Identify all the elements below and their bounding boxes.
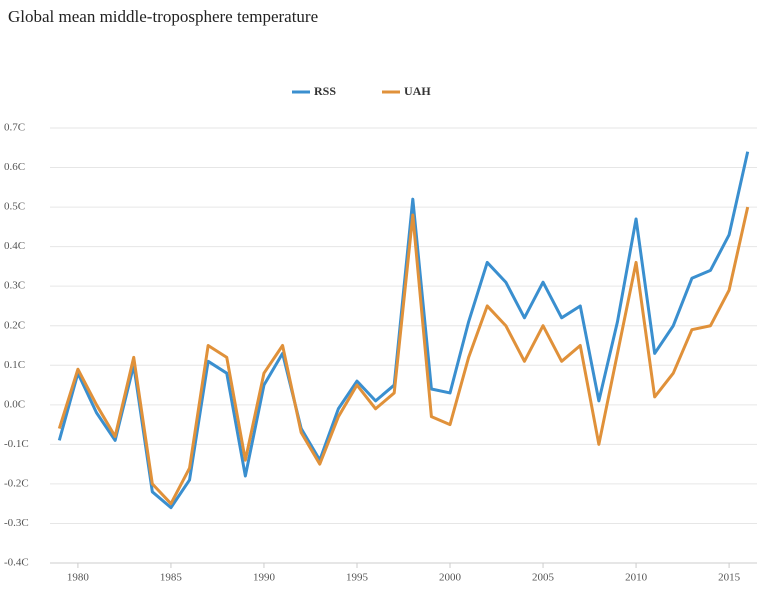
x-tick-label: 1980	[67, 572, 90, 584]
y-tick-label: -0.2C	[4, 477, 29, 489]
legend-label: UAH	[404, 84, 431, 98]
chart-title: Global mean middle-troposphere temperatu…	[8, 7, 318, 26]
x-tick-label: 2005	[532, 572, 555, 584]
y-tick-label: 0.3C	[4, 280, 25, 292]
x-tick-label: 2000	[439, 572, 462, 584]
y-tick-label: 0.1C	[4, 359, 25, 371]
series-line	[57, 206, 750, 506]
y-tick-label: 0.2C	[4, 319, 25, 331]
x-tick-label: 1985	[160, 572, 183, 584]
y-tick-label: 0.0C	[4, 398, 25, 410]
x-tick-label: 2010	[625, 572, 648, 584]
x-tick-label: 1990	[253, 572, 276, 584]
y-tick-label: 0.6C	[4, 161, 25, 173]
y-tick-label: -0.1C	[4, 438, 29, 450]
y-tick-label: -0.3C	[4, 517, 29, 529]
y-tick-label: 0.7C	[4, 122, 25, 134]
y-tick-label: 0.4C	[4, 240, 25, 252]
x-tick-label: 2015	[718, 572, 741, 584]
y-tick-label: 0.5C	[4, 201, 25, 213]
y-tick-label: -0.4C	[4, 557, 29, 569]
x-tick-label: 1995	[346, 572, 369, 584]
legend-label: RSS	[314, 84, 336, 98]
